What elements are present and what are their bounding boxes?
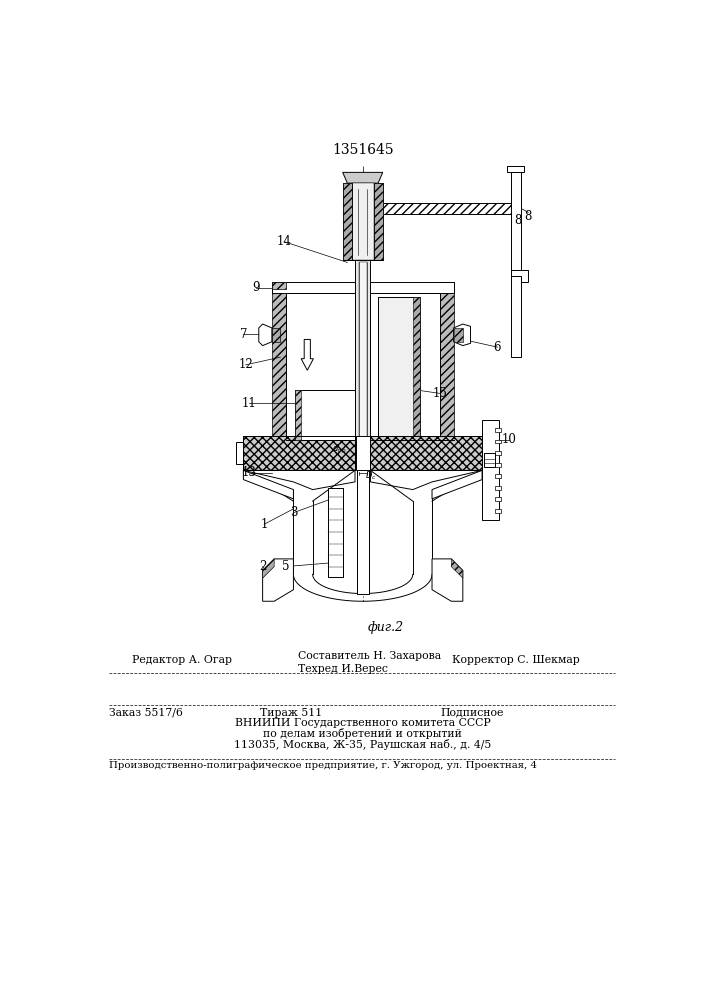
Polygon shape: [235, 442, 243, 464]
Polygon shape: [343, 183, 352, 260]
Polygon shape: [272, 282, 286, 440]
Polygon shape: [413, 297, 421, 436]
Bar: [495, 497, 501, 501]
Polygon shape: [373, 183, 382, 260]
Text: Заказ 5517/6: Заказ 5517/6: [110, 708, 183, 718]
Text: Корректор С. Шекмар: Корректор С. Шекмар: [452, 655, 580, 665]
Bar: [343, 183, 382, 260]
Text: 1: 1: [260, 518, 268, 531]
Text: по делам изобретений и открытий: по делам изобретений и открытий: [263, 728, 462, 739]
Bar: [370, 293, 440, 440]
Text: 8: 8: [525, 210, 532, 223]
Text: 5: 5: [282, 560, 289, 573]
Text: 12: 12: [238, 358, 253, 371]
Text: Тираж 511: Тираж 511: [259, 708, 322, 718]
Polygon shape: [370, 282, 454, 293]
Polygon shape: [508, 166, 525, 172]
Bar: [370, 436, 482, 470]
Text: 10: 10: [501, 433, 516, 446]
Bar: [359, 262, 366, 466]
Polygon shape: [510, 270, 528, 282]
Polygon shape: [301, 339, 313, 370]
Text: 8: 8: [515, 214, 522, 227]
Bar: [482, 420, 499, 520]
Bar: [495, 474, 501, 478]
Text: Производственно-полиграфическое предприятие, г. Ужгород, ул. Проектная, 4: Производственно-полиграфическое предприя…: [110, 761, 537, 770]
Polygon shape: [370, 470, 482, 490]
Polygon shape: [262, 559, 274, 578]
Bar: [495, 486, 501, 490]
Text: $d_{\rm np}$: $d_{\rm np}$: [332, 443, 347, 456]
Bar: [495, 509, 501, 513]
Bar: [295, 389, 355, 440]
Polygon shape: [262, 559, 293, 601]
Text: 9: 9: [252, 281, 260, 294]
Polygon shape: [343, 172, 382, 183]
Text: ВНИИПИ Государственного комитета СССР: ВНИИПИ Государственного комитета СССР: [235, 718, 491, 728]
Polygon shape: [243, 436, 355, 470]
Polygon shape: [432, 559, 463, 601]
Polygon shape: [272, 282, 355, 293]
Polygon shape: [451, 559, 463, 578]
Bar: [328, 488, 344, 577]
Polygon shape: [243, 470, 355, 490]
Polygon shape: [432, 470, 482, 499]
Text: 11: 11: [241, 397, 256, 410]
Bar: [495, 428, 501, 432]
Text: 7: 7: [240, 328, 247, 341]
Polygon shape: [272, 328, 281, 342]
Text: Редактор А. Огар: Редактор А. Огар: [132, 655, 233, 665]
Text: $D_c$: $D_c$: [365, 469, 377, 482]
Polygon shape: [370, 436, 482, 470]
Bar: [378, 297, 421, 436]
Bar: [355, 260, 370, 468]
Polygon shape: [259, 324, 272, 346]
Polygon shape: [440, 282, 454, 440]
Text: 15: 15: [432, 387, 447, 400]
Polygon shape: [454, 328, 463, 342]
Text: Подписное: Подписное: [440, 708, 504, 718]
Text: 14: 14: [276, 235, 291, 248]
Polygon shape: [272, 282, 286, 289]
Bar: [356, 436, 370, 470]
Bar: [495, 451, 501, 455]
Bar: [510, 172, 521, 357]
Polygon shape: [454, 324, 471, 346]
Bar: [484, 453, 495, 466]
Bar: [243, 436, 355, 470]
Text: 3: 3: [290, 506, 297, 519]
Polygon shape: [382, 203, 517, 214]
Bar: [356, 470, 369, 594]
Bar: [495, 440, 501, 443]
Text: 6: 6: [493, 341, 501, 354]
Text: фиг.2: фиг.2: [368, 620, 404, 634]
Text: 1351645: 1351645: [332, 143, 394, 157]
Text: Техред И.Верес: Техред И.Верес: [298, 664, 388, 674]
Text: 113035, Москва, Ж-35, Раушская наб., д. 4/5: 113035, Москва, Ж-35, Раушская наб., д. …: [234, 739, 491, 750]
Bar: [352, 183, 373, 260]
Polygon shape: [295, 389, 301, 440]
Text: 13: 13: [241, 466, 256, 479]
Text: Составитель Н. Захарова: Составитель Н. Захарова: [298, 651, 441, 661]
Bar: [495, 463, 501, 467]
Bar: [286, 293, 355, 440]
Polygon shape: [243, 470, 293, 499]
Text: 2: 2: [259, 560, 267, 573]
